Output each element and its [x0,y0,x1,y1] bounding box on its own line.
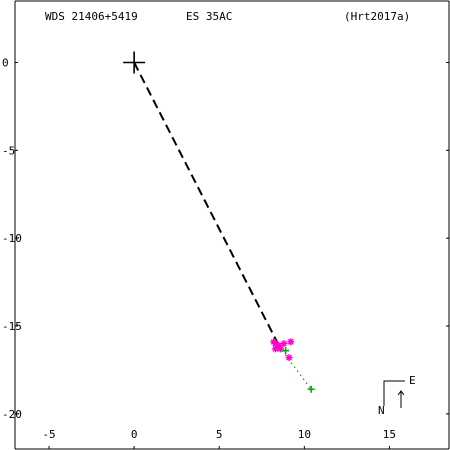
green-observation-point [282,347,290,355]
compass-east-label: E [409,374,416,387]
compass-direction-arrow-head [397,390,405,396]
magenta-observation-point [271,345,279,353]
x-tick-label: 15 [383,428,396,441]
observation-marks [123,51,315,393]
orbit-lines [133,62,312,390]
magenta-observation-point [280,340,288,348]
compass-arms [383,380,405,406]
x-tick-label: 5 [216,428,223,441]
asterisk-arm [277,345,284,352]
axis-ticks: -5 0 5 10 15 0 -5 -10 -15 -20 [2,56,449,449]
asterisk-arm [270,338,277,345]
asterisk-arm [286,354,292,361]
y-tick-label: -15 [2,320,22,333]
magenta-observation-point [287,338,295,346]
primary-star-marker [123,51,146,74]
y-tick-label: -5 [2,144,15,157]
x-tick-label: 10 [298,428,311,441]
y-tick-label: 0 [2,56,9,69]
green-observation-point [307,385,315,393]
compass-north-label: N [378,404,385,417]
magenta-observation-point [285,354,293,362]
y-tick-label: -10 [2,232,22,245]
asterisk-arm [287,338,294,345]
x-tick-label: 0 [131,428,138,441]
asterisk-arm [272,345,279,352]
compass: E N [378,374,416,417]
asterisk-arm [280,340,287,347]
header-reference: (Hrt2017a) [344,10,410,23]
header-discoverer: ES 35AC [186,10,232,23]
x-tick-label: -5 [42,428,55,441]
dashed-separation-line [133,62,280,346]
y-tick-label: -20 [2,408,22,421]
magenta-observation-point [270,338,278,346]
header-system-id: WDS 21406+5419 [45,10,138,23]
dotted-residual-line [281,350,312,390]
